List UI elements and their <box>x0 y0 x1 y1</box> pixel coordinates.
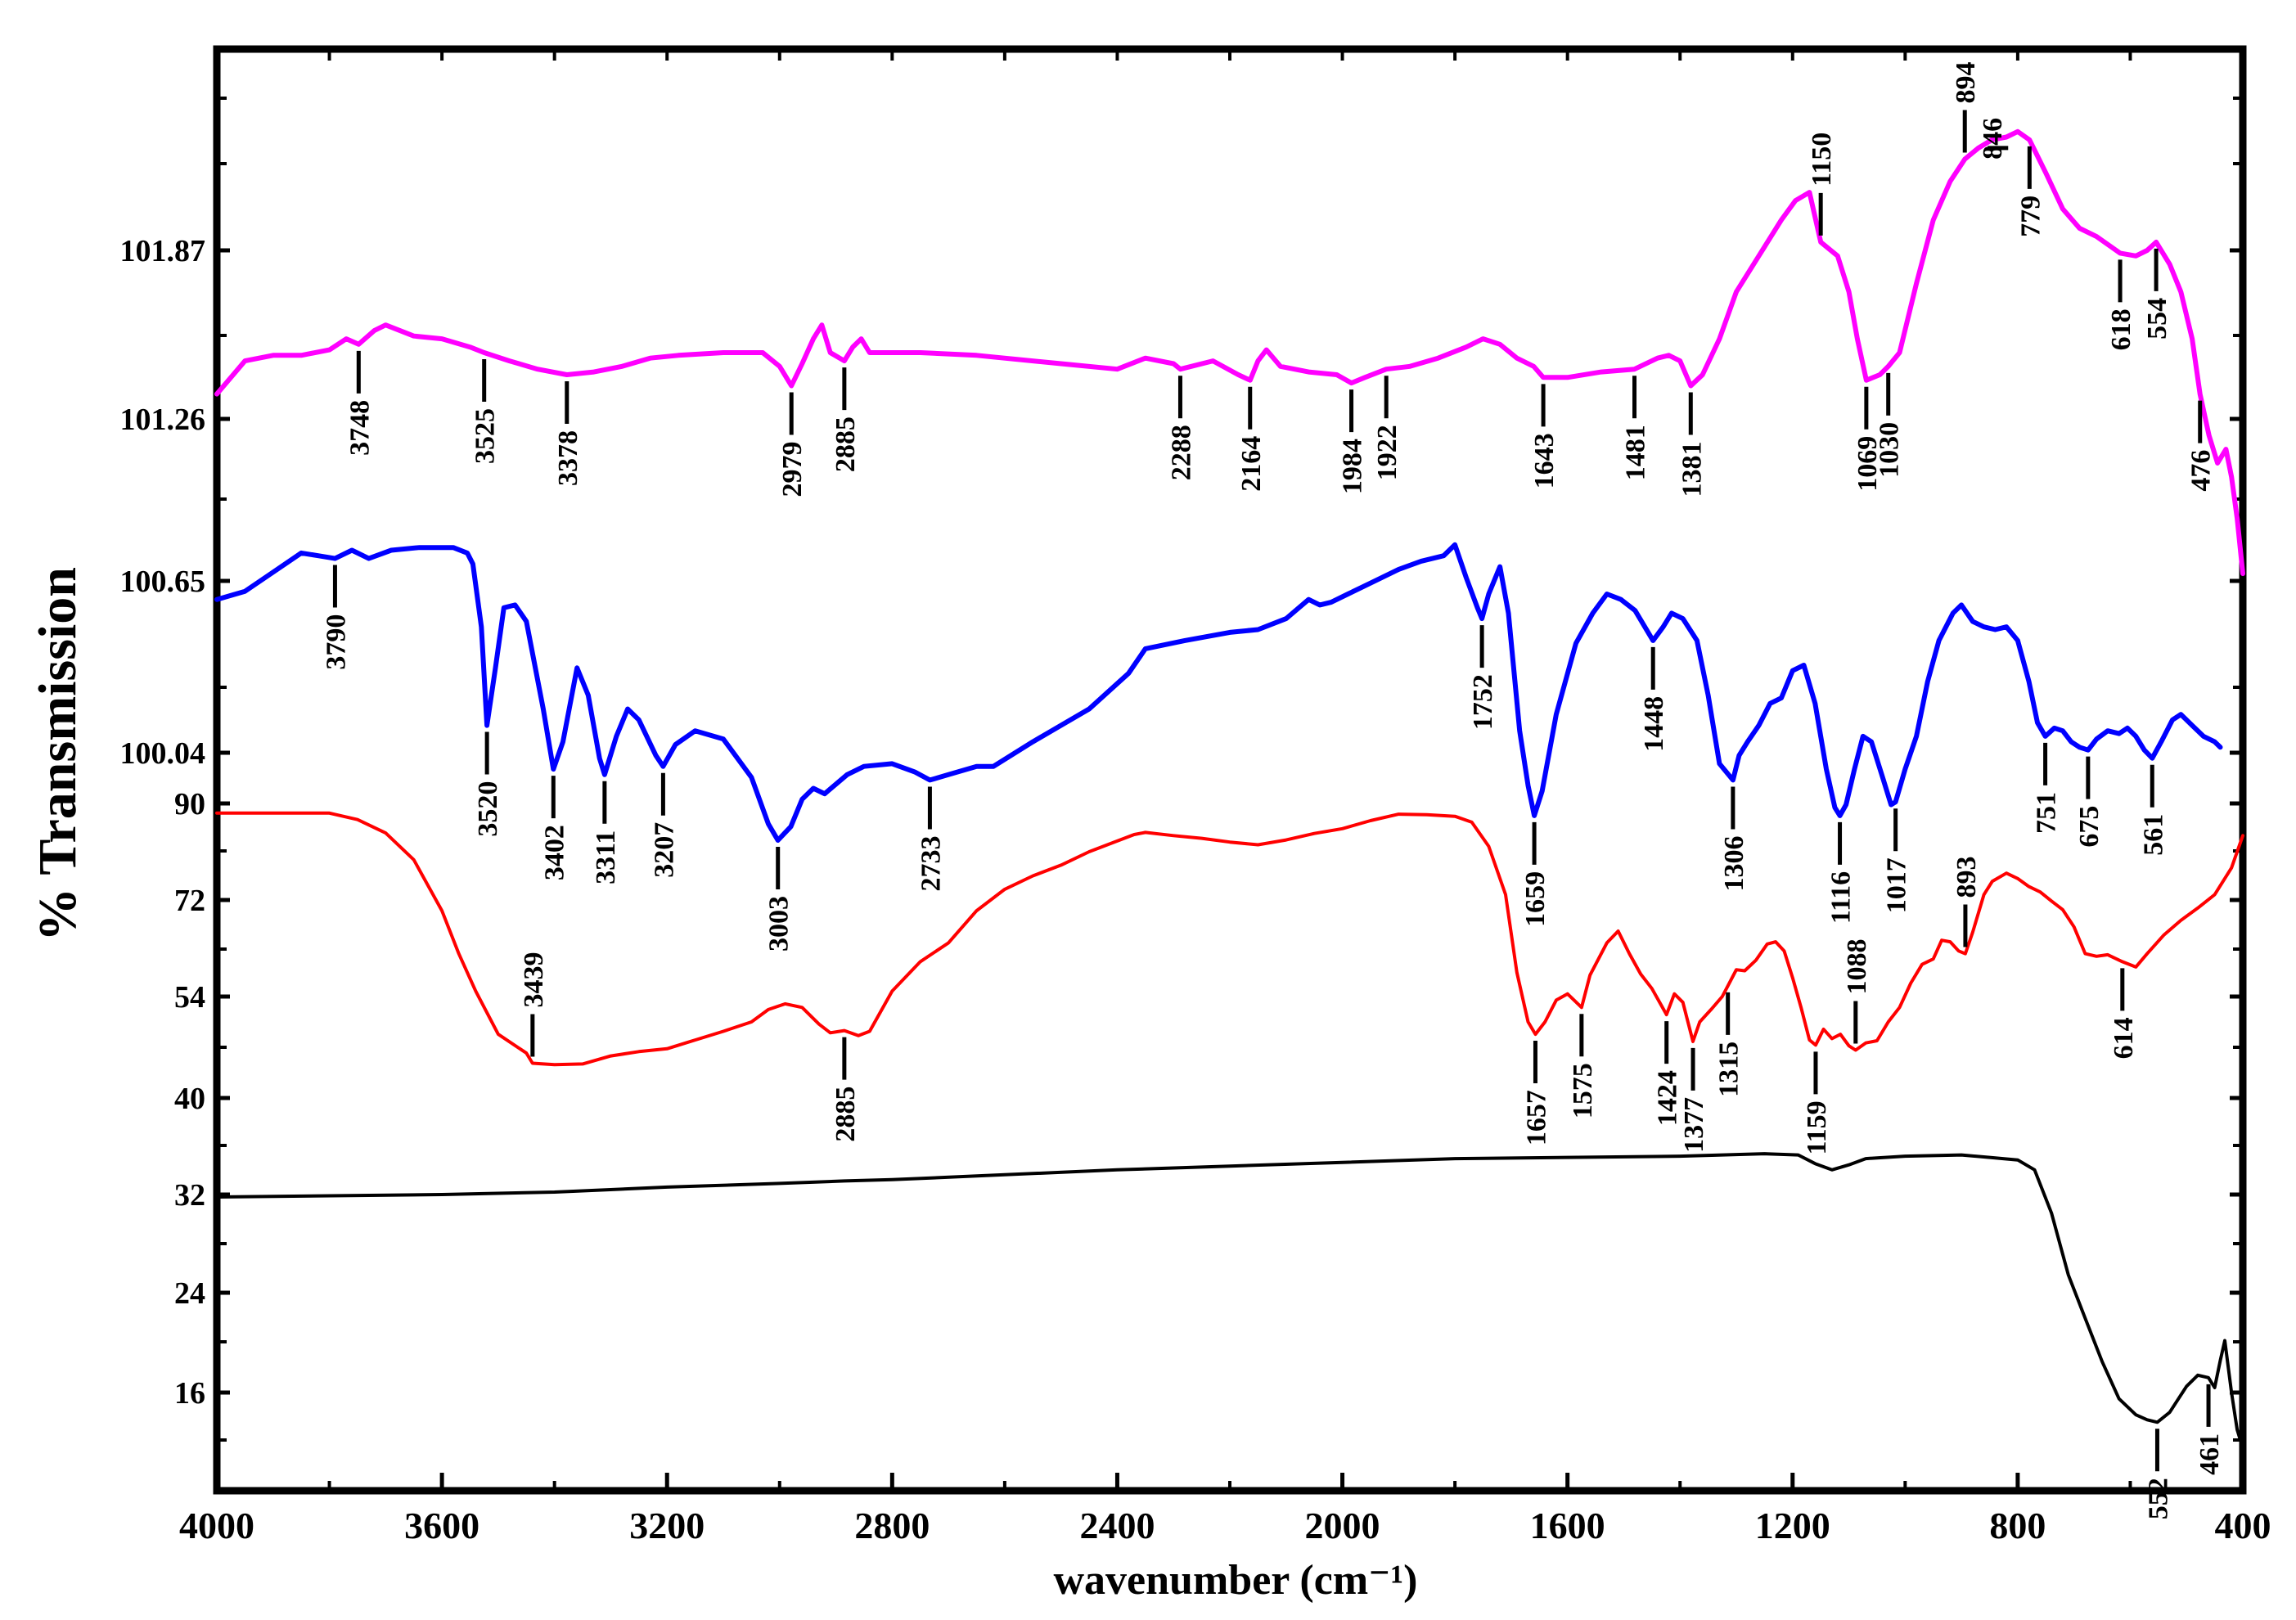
peak-label-black: 461 <box>2195 1433 2225 1475</box>
y-tick-label: 32 <box>174 1178 205 1213</box>
peak-label-red: 1315 <box>1714 1042 1745 1097</box>
peak-label-blue: 3402 <box>539 825 569 880</box>
peak-label-magenta: 2288 <box>1166 425 1196 480</box>
peak-label-red: 1088 <box>1842 939 1872 995</box>
peak-label-red: 1424 <box>1653 1070 1683 1126</box>
peak-label-blue: 2733 <box>916 835 946 891</box>
peak-label-magenta: 1381 <box>1677 441 1707 497</box>
peak-annotations: 3748 3525 3378 2979 2885 2288 2164 1984 1922 1643… <box>321 62 2225 1520</box>
peak-label-blue: 1306 <box>1719 835 1749 891</box>
peak-label-blue: 1448 <box>1639 696 1669 752</box>
series-magenta-line <box>214 128 2245 577</box>
axis-ticks: 4000 3600 3200 2800 2400 2000 1600 1200 800 400 10… <box>120 49 2271 1546</box>
spectra-curves <box>214 128 2245 1451</box>
peak-label-magenta: 2164 <box>1236 436 1267 492</box>
x-tick-label: 4000 <box>179 1505 254 1546</box>
plot-frame <box>213 45 2247 1495</box>
peak-label-magenta: 1030 <box>1875 422 1905 478</box>
peak-label-blue: 3311 <box>591 830 621 884</box>
peak-label-red: 614 <box>2109 1017 2139 1059</box>
peak-label-red: 1575 <box>1568 1063 1598 1118</box>
peak-label-magenta: 618 <box>2106 308 2136 350</box>
y-tick-label: 54 <box>174 980 205 1015</box>
peak-label-magenta: 779 <box>2015 196 2046 237</box>
peak-label-blue: 3520 <box>473 781 503 837</box>
peak-label-magenta: 1150 <box>1807 133 1837 187</box>
x-tick-label: 2000 <box>1305 1505 1380 1546</box>
y-tick-label: 90 <box>174 787 205 821</box>
peak-label-blue: 561 <box>2138 814 2168 856</box>
x-tick-label: 2400 <box>1079 1505 1155 1546</box>
x-tick-label: 400 <box>2215 1505 2271 1546</box>
y-tick-label: 100.65 <box>120 565 206 599</box>
peak-label-magenta: 2979 <box>777 441 808 497</box>
peak-label-blue: 675 <box>2074 806 2105 848</box>
peak-label-red: 1159 <box>1802 1100 1832 1154</box>
peak-label-red: 1657 <box>1521 1090 1551 1145</box>
peak-label-magenta: 2885 <box>831 416 861 472</box>
peak-label-blue: 1116 <box>1826 871 1857 924</box>
y-tick-label: 40 <box>174 1082 205 1116</box>
peak-label-blue: 3003 <box>764 896 795 952</box>
peak-label-red: 2885 <box>831 1087 861 1142</box>
peak-label-magenta: 554 <box>2142 298 2172 340</box>
x-tick-label: 3600 <box>404 1505 479 1546</box>
peak-label-blue: 1659 <box>1520 871 1551 927</box>
x-tick-label: 3200 <box>629 1505 705 1546</box>
series-blue-line <box>214 542 2223 843</box>
peak-label-blue: 751 <box>2032 792 2062 834</box>
y-axis-label: % Transmission <box>28 567 88 942</box>
peak-label-magenta: 846 <box>1978 118 2008 160</box>
series-red-line <box>215 811 2244 1067</box>
series-black-line <box>215 1152 2244 1451</box>
y-tick-label: 72 <box>174 884 205 918</box>
peak-label-magenta: 3748 <box>344 400 375 456</box>
y-tick-label: 100.04 <box>120 736 206 771</box>
peak-label-blue: 3790 <box>321 614 351 670</box>
peak-label-red: 893 <box>1952 857 1982 898</box>
x-tick-label: 800 <box>1989 1505 2046 1546</box>
y-tick-label: 24 <box>174 1276 205 1311</box>
x-tick-label: 2800 <box>854 1505 930 1546</box>
peak-label-magenta: 894 <box>1951 62 1981 104</box>
x-tick-label: 1200 <box>1755 1505 1830 1546</box>
peak-label-black: 552 <box>2143 1478 2173 1519</box>
peak-label-magenta: 1643 <box>1529 433 1560 488</box>
x-axis-label: wavenumber (cm⁻¹) <box>1054 1557 1418 1604</box>
x-tick-label: 1600 <box>1530 1505 1605 1546</box>
y-tick-label: 101.26 <box>120 403 206 437</box>
y-tick-label: 16 <box>174 1376 205 1411</box>
peak-label-magenta: 1069 <box>1853 436 1883 492</box>
peak-label-blue: 1017 <box>1882 857 1912 913</box>
peak-label-magenta: 476 <box>2186 450 2217 492</box>
peak-label-red: 1377 <box>1679 1097 1709 1153</box>
peak-label-blue: 1752 <box>1468 674 1498 730</box>
peak-label-magenta: 1922 <box>1372 425 1402 480</box>
peak-label-magenta: 3525 <box>470 408 501 464</box>
peak-label-magenta: 1984 <box>1338 439 1368 494</box>
peak-label-blue: 3207 <box>649 822 679 878</box>
peak-label-magenta: 3378 <box>553 430 583 486</box>
y-tick-label: 101.87 <box>120 234 206 268</box>
peak-label-red: 3439 <box>519 952 549 1007</box>
peak-label-magenta: 1481 <box>1621 425 1651 480</box>
